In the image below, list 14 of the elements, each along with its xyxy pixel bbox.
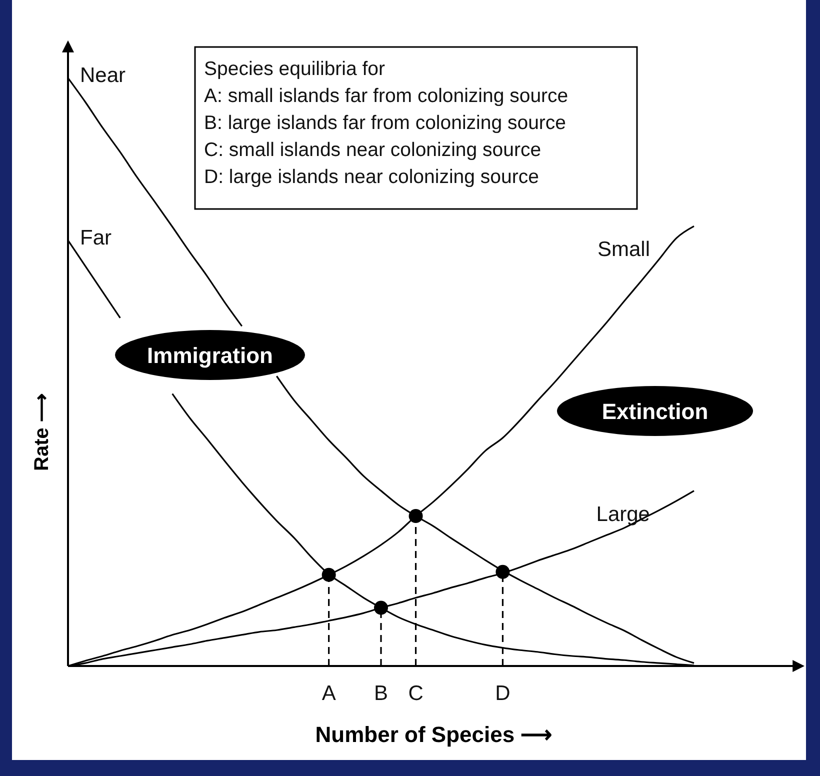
x-tick-label: D — [495, 682, 510, 705]
series-label: Small — [597, 238, 650, 262]
annotation: Species equilibria for A: small islands far from colonizing source B: large islands far from colonizing source C: small islands near colonizing source D: large islands near colonizing source — [204, 58, 568, 188]
series-label: Far — [80, 226, 112, 250]
x-tick-label: A — [322, 682, 336, 705]
x-tick-label: C — [408, 682, 424, 705]
x-tick-label: B — [374, 682, 388, 705]
annotation: Extinction — [602, 399, 708, 424]
series-label: Large — [596, 502, 650, 526]
series-label: Near — [80, 64, 126, 87]
y-axis-title: Rate ⟶ — [31, 393, 53, 471]
x-axis-title: Number of Species ⟶ — [315, 722, 553, 747]
note-box: Species equilibria for A: small islands far from colonizing source B: large islands far from colonizing source C: small islands near colonizing source D: large islands near colonizing source — [194, 46, 638, 210]
annotation: Immigration — [147, 343, 273, 368]
